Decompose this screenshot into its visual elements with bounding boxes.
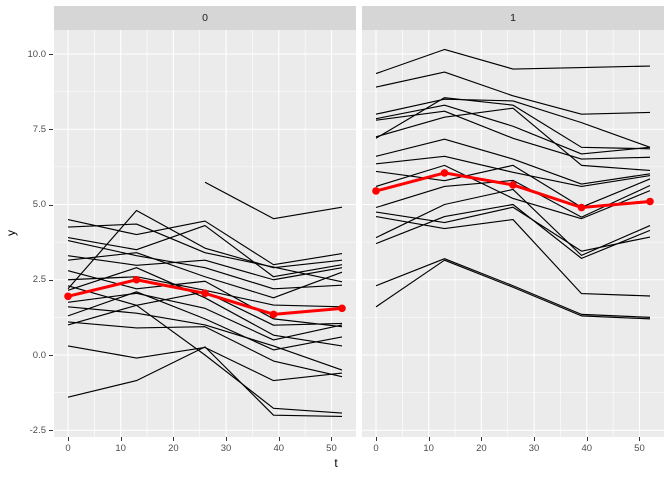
y-tick-mark bbox=[49, 204, 53, 206]
y-tick-label: 0.0 bbox=[32, 349, 46, 361]
x-tick-mark bbox=[376, 437, 377, 441]
mean-point bbox=[201, 289, 209, 298]
subject-line bbox=[375, 215, 651, 297]
subject-line bbox=[375, 188, 651, 256]
facet-strip-label-1: 1 bbox=[510, 12, 516, 24]
y-tick-label: -2.5 bbox=[29, 424, 46, 436]
subject-line bbox=[375, 97, 651, 150]
y-tick-mark bbox=[49, 129, 53, 131]
mean-point bbox=[132, 275, 141, 284]
facet-strip-0: 0 bbox=[54, 6, 356, 30]
y-axis-title: y bbox=[4, 230, 18, 236]
subject-line bbox=[375, 71, 651, 115]
subject-line bbox=[375, 104, 651, 155]
subject-line bbox=[67, 321, 343, 378]
y-tick-label: 10.0 bbox=[27, 48, 47, 60]
mean-point bbox=[509, 181, 517, 189]
subject-line bbox=[67, 306, 343, 371]
x-tick-label: 20 bbox=[476, 443, 487, 454]
y-tick-label: 2.5 bbox=[32, 274, 46, 286]
subject-line bbox=[375, 164, 651, 220]
x-tick-mark bbox=[120, 437, 122, 441]
subject-line bbox=[67, 240, 343, 290]
x-tick-mark bbox=[226, 437, 228, 441]
x-tick-label: 10 bbox=[115, 443, 126, 454]
subject-line bbox=[67, 304, 343, 414]
subject-line bbox=[67, 267, 343, 347]
x-tick-label: 40 bbox=[581, 443, 593, 454]
x-tick-label: 30 bbox=[528, 443, 540, 454]
subject-line bbox=[67, 346, 343, 417]
subject-line bbox=[375, 107, 651, 172]
x-tick-mark bbox=[534, 437, 536, 441]
x-tick-mark bbox=[278, 437, 280, 441]
mean-point bbox=[440, 169, 449, 177]
x-tick-mark bbox=[481, 437, 483, 441]
subject-line bbox=[375, 203, 651, 259]
subject-line bbox=[375, 155, 651, 188]
subject-line bbox=[375, 48, 651, 75]
subject-line bbox=[67, 252, 343, 299]
subject-line bbox=[375, 258, 651, 318]
x-tick-mark bbox=[586, 437, 588, 441]
subject-line bbox=[67, 270, 343, 328]
x-axis-title: t bbox=[334, 456, 338, 470]
facet-panel-0 bbox=[54, 30, 356, 437]
y-tick-mark bbox=[49, 54, 53, 55]
x-tick-label: 0 bbox=[65, 443, 71, 454]
y-tick-label: 5.0 bbox=[32, 199, 46, 210]
x-tick-mark bbox=[639, 437, 641, 441]
x-tick-mark bbox=[173, 437, 175, 441]
y-tick-mark bbox=[49, 279, 53, 281]
x-tick-label: 40 bbox=[273, 443, 285, 454]
x-tick-label: 20 bbox=[168, 443, 179, 454]
x-tick-label: 30 bbox=[220, 443, 232, 454]
subject-line bbox=[67, 255, 343, 281]
y-tick-mark bbox=[49, 430, 53, 432]
subject-line bbox=[67, 224, 343, 278]
facet-panel-1 bbox=[362, 30, 664, 437]
x-tick-mark bbox=[331, 437, 333, 441]
subject-line bbox=[67, 218, 343, 266]
x-tick-label: 50 bbox=[634, 443, 645, 454]
x-tick-label: 0 bbox=[373, 443, 379, 454]
facet-strip-1: 1 bbox=[362, 6, 664, 30]
subject-line bbox=[375, 110, 651, 160]
x-tick-mark bbox=[428, 437, 430, 441]
y-tick-mark bbox=[49, 355, 53, 356]
x-tick-label: 10 bbox=[423, 443, 434, 454]
mean-point bbox=[338, 304, 346, 313]
subject-line bbox=[375, 259, 651, 320]
mean-point bbox=[64, 292, 72, 301]
subject-line bbox=[375, 138, 651, 185]
subject-line bbox=[67, 292, 343, 341]
subject-line bbox=[375, 98, 651, 148]
subject-line bbox=[204, 181, 343, 220]
y-tick-label: 7.5 bbox=[32, 123, 46, 135]
mean-point bbox=[372, 187, 380, 195]
subject-line bbox=[67, 291, 343, 351]
mean-point bbox=[269, 310, 278, 319]
facet-strip-label-0: 0 bbox=[202, 12, 208, 24]
x-tick-mark bbox=[68, 437, 69, 441]
mean-point bbox=[646, 197, 654, 206]
subject-line bbox=[67, 209, 343, 290]
mean-point bbox=[577, 203, 586, 212]
subject-line bbox=[67, 345, 343, 382]
subject-line bbox=[67, 223, 343, 283]
x-tick-label: 50 bbox=[326, 443, 337, 454]
subject-line bbox=[375, 206, 651, 252]
